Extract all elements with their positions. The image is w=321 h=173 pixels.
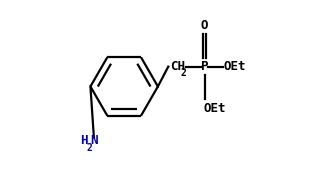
Text: OEt: OEt [224,60,246,73]
Text: CH: CH [170,60,185,73]
Text: 2: 2 [181,68,187,78]
Text: N: N [90,134,98,148]
Text: OEt: OEt [204,102,226,116]
Text: O: O [201,19,208,32]
Text: 2: 2 [87,143,92,153]
Text: P: P [201,60,208,73]
Text: H: H [80,134,88,148]
